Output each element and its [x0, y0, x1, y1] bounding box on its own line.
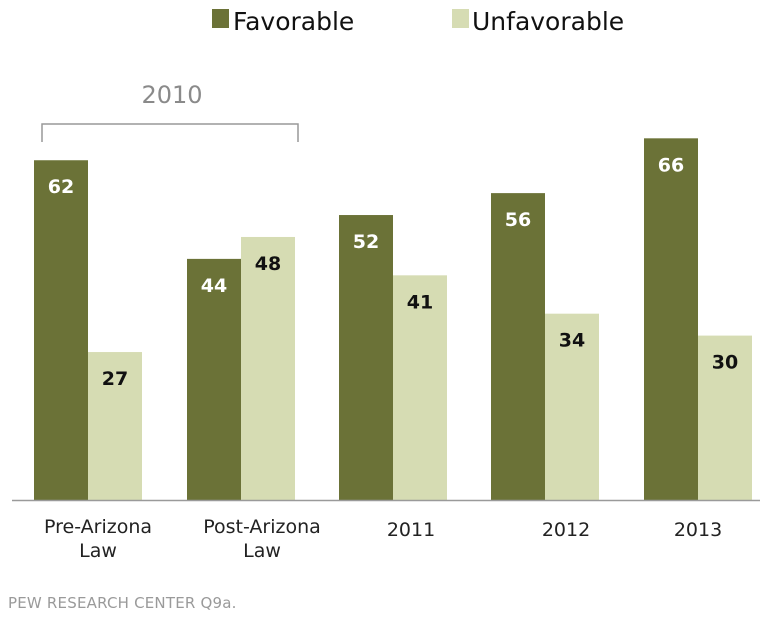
- data-label-unfavorable-3: 34: [559, 330, 585, 352]
- data-label-unfavorable-0: 27: [102, 368, 128, 390]
- x-tick-label-1-1: Law: [243, 540, 281, 562]
- bar-unfavorable-1: [241, 236, 295, 500]
- x-tick-label-0-0: Pre-Arizona: [44, 516, 152, 538]
- bar-unfavorable-4: [698, 335, 752, 500]
- data-label-unfavorable-2: 41: [407, 291, 433, 313]
- x-tick-label-0-1: Law: [79, 540, 117, 562]
- data-label-unfavorable-4: 30: [712, 352, 738, 374]
- legend-label-favorable: Favorable: [233, 7, 354, 36]
- data-label-favorable-0: 62: [48, 176, 74, 198]
- group-label: 2010: [141, 81, 202, 109]
- data-label-favorable-3: 56: [505, 209, 531, 231]
- legend-label-unfavorable: Unfavorable: [472, 7, 624, 36]
- bar-unfavorable-2: [393, 275, 447, 500]
- data-label-unfavorable-1: 48: [255, 253, 281, 275]
- bar-favorable-3: [491, 193, 545, 500]
- x-tick-label-1-0: Post-Arizona: [203, 516, 321, 538]
- bar-unfavorable-3: [545, 313, 599, 500]
- bar-favorable-2: [339, 215, 393, 501]
- legend-swatch-favorable: [212, 9, 229, 28]
- data-label-favorable-4: 66: [658, 154, 684, 176]
- bar-unfavorable-0: [88, 352, 142, 500]
- x-tick-label-4-0: 2013: [674, 519, 722, 541]
- data-label-favorable-2: 52: [353, 231, 379, 253]
- bar-favorable-0: [34, 160, 88, 501]
- source-note: PEW RESEARCH CENTER Q9a.: [8, 594, 237, 612]
- bar-favorable-1: [187, 258, 241, 500]
- bar-favorable-4: [644, 138, 698, 500]
- data-label-favorable-1: 44: [201, 275, 227, 297]
- x-tick-label-2-0: 2011: [387, 519, 435, 541]
- group-bracket: [41, 123, 299, 142]
- legend-swatch-unfavorable: [452, 9, 469, 28]
- x-tick-label-3-0: 2012: [542, 519, 590, 541]
